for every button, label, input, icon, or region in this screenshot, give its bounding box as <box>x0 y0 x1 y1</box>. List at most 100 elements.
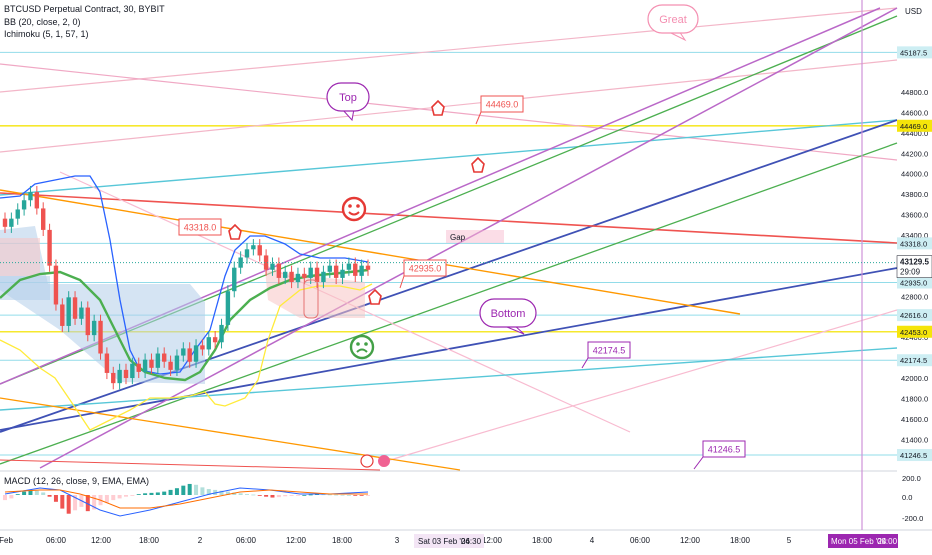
ichimoku-indicator-label[interactable]: Ichimoku (5, 1, 57, 1) <box>4 29 89 39</box>
price-level-tag-label: 42935.0 <box>900 279 927 288</box>
macd-histogram-bar <box>117 495 122 499</box>
candle-body <box>263 255 269 270</box>
candle-body <box>276 263 282 278</box>
candle-body <box>333 265 339 278</box>
macd-histogram-bar <box>264 495 269 497</box>
time-highlight-label: Sat 03 Feb '24 <box>418 537 470 546</box>
face-mouth <box>356 348 368 353</box>
macd-histogram-bar <box>353 495 358 496</box>
price-level-tag <box>897 119 932 132</box>
price-axis-tick: 44800.0 <box>901 88 928 97</box>
bb-indicator-label[interactable]: BB (20, close, 2, 0) <box>4 17 81 27</box>
candle-body <box>308 267 313 278</box>
candle-body <box>181 348 186 356</box>
candle-body <box>47 229 52 266</box>
macd-histogram-bar <box>111 495 116 501</box>
macd-histogram-bar <box>327 494 332 496</box>
hand-shape <box>228 223 242 240</box>
callout-label-42935: 42935.0 <box>409 264 442 274</box>
hand-pointer-icon <box>431 99 445 116</box>
macd-histogram-bar <box>41 492 46 495</box>
macd-histogram-bar <box>174 488 179 495</box>
macd-histogram-bar <box>213 489 218 495</box>
time-highlight-tag <box>414 534 484 548</box>
macd-histogram-bar <box>3 495 7 501</box>
time-axis-tick: 5 <box>787 536 792 545</box>
price-axis-tick: 41800.0 <box>901 394 928 403</box>
candle-body <box>66 297 71 326</box>
trend-line <box>0 59 898 153</box>
candle-body <box>142 359 148 372</box>
macd-histogram-bar <box>92 495 97 510</box>
macd-histogram-bar <box>359 495 364 496</box>
price-axis: 44800.0 44600.0 44400.0 44200.0 44000.0 43800… <box>896 7 932 462</box>
candle-body <box>168 361 173 370</box>
time-axis-tick: 18:00 <box>532 536 553 545</box>
macd-histogram-bar <box>136 494 141 495</box>
candle-body <box>257 245 262 256</box>
macd-histogram-bar <box>181 485 186 495</box>
price-level-tag-label: 45187.5 <box>900 48 927 57</box>
macd-histogram-bar <box>22 491 27 495</box>
callout-box <box>480 95 524 113</box>
candle-body <box>251 245 256 250</box>
time-axis-tick: 06:00 <box>236 536 257 545</box>
face-eye <box>348 204 352 208</box>
macd-indicator-label[interactable]: MACD (12, 26, close, 9, EMA, EMA) <box>4 476 150 486</box>
macd-histogram-bar <box>124 495 128 497</box>
macd-histogram-bar <box>315 494 320 495</box>
macd-histogram-bar <box>85 495 90 512</box>
macd-histogram-bar <box>219 490 224 495</box>
candle-body <box>104 353 110 373</box>
event-flag-icon <box>378 455 390 467</box>
callout-label-42174: 42174.5 <box>593 346 626 356</box>
callout-box <box>178 218 222 236</box>
currency-label: USD <box>905 7 922 16</box>
price-level-tag-label: 42616.0 <box>900 311 927 320</box>
price-level-tag-label: 41246.5 <box>900 451 927 460</box>
time-highlight-tag <box>828 534 898 548</box>
price-level-tag-label: 43318.0 <box>900 239 927 248</box>
face-eye <box>356 204 360 208</box>
bubble-tail <box>341 108 355 122</box>
macd-histogram-bar <box>149 492 154 495</box>
event-flag-icon <box>360 454 374 468</box>
time-axis-tick: 12:00 <box>91 536 112 545</box>
bubble-shape <box>479 298 537 328</box>
candle-body <box>232 267 237 292</box>
time-highlight-sub: 06:30 <box>461 537 482 546</box>
candle-body <box>353 263 358 276</box>
face-outline <box>349 334 375 360</box>
trend-line <box>0 63 898 161</box>
candle-body <box>2 218 8 227</box>
price-level-tag <box>897 325 932 338</box>
time-axis-tick: Feb <box>0 536 13 545</box>
candle-body <box>340 269 345 278</box>
candle-body <box>206 337 211 350</box>
candle-body <box>41 208 46 230</box>
macd-histogram-bar <box>346 495 351 496</box>
smiley-bearish-icon <box>341 196 367 222</box>
macd-histogram-bar <box>143 493 148 495</box>
candle-body <box>365 265 371 270</box>
macd-histogram-bar <box>155 492 160 495</box>
macd-pane: 200.0 0.0 -200.0 <box>3 474 923 523</box>
time-highlight-label: Mon 05 Feb '24 <box>831 537 887 546</box>
price-axis-tick: 43800.0 <box>901 190 928 199</box>
annotation-bottom: Bottom <box>491 308 526 320</box>
candle-body <box>244 249 250 258</box>
callout-label-41246: 41246.5 <box>708 445 741 455</box>
candle-body <box>321 271 326 282</box>
macd-histogram-bar <box>34 490 39 495</box>
face-outline <box>341 196 367 222</box>
face-eye <box>364 342 368 346</box>
macd-histogram-bar <box>15 494 20 495</box>
candle-body <box>187 348 192 362</box>
macd-histogram-bar <box>334 494 339 496</box>
macd-histogram-bar <box>276 495 281 498</box>
candle-body <box>289 271 294 282</box>
annotation-great: Great <box>659 14 687 26</box>
candle-body <box>359 265 364 276</box>
